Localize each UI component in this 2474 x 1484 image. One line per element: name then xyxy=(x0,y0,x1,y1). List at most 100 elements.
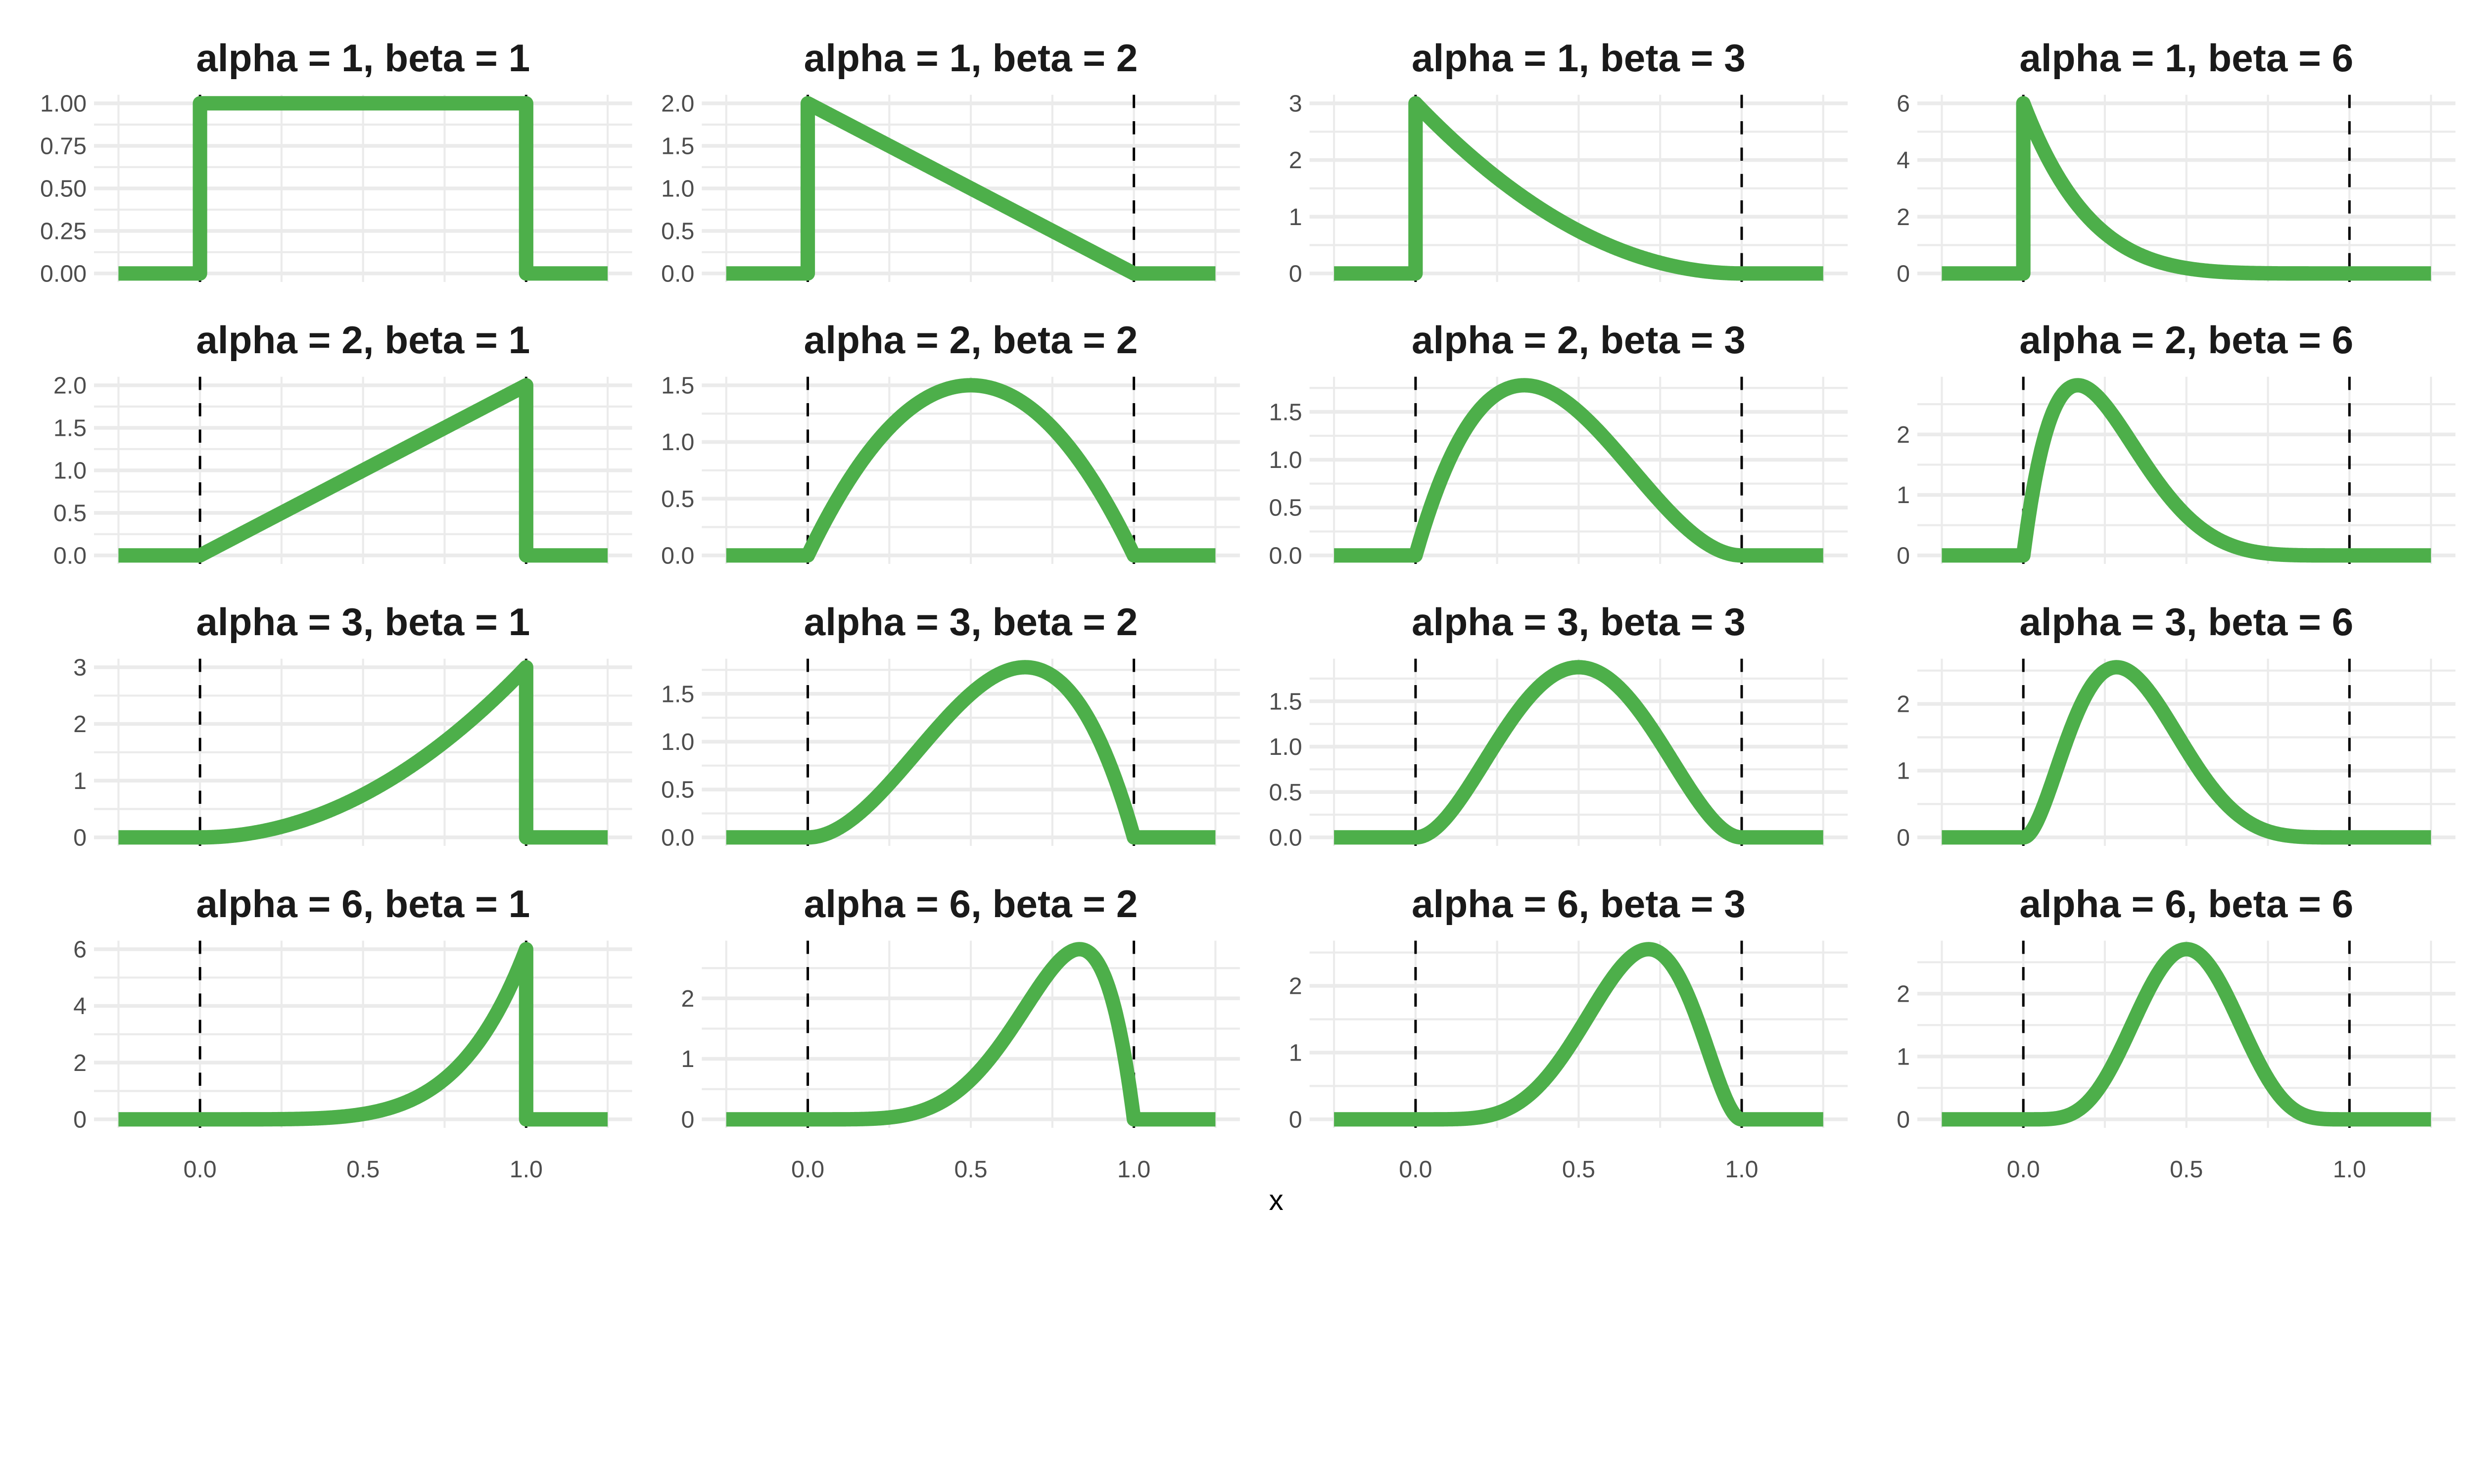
y-tick-label: 0.0 xyxy=(661,260,694,287)
facet-title: alpha = 6, beta = 6 xyxy=(2019,882,2353,926)
facet-panel: 0.00 0.25 0.50 0.75 1.00 alpha = 1, beta = 1 xyxy=(40,36,632,287)
y-tick-label: 1.00 xyxy=(40,91,87,117)
facet-panel: 0.0 0.5 1.0 1.5 alpha = 3, beta = 2 xyxy=(661,600,1240,851)
facet-panel: 0 2 4 6 alpha = 1, beta = 6 xyxy=(1897,36,2456,287)
facet-title: alpha = 1, beta = 1 xyxy=(196,36,530,80)
y-tick-label: 1 xyxy=(1897,482,1910,509)
y-tick-label: 0.5 xyxy=(661,486,694,512)
y-tick-label: 1.5 xyxy=(661,133,694,160)
y-tick-label: 0.0 xyxy=(661,542,694,569)
x-tick-label: 1.0 xyxy=(510,1156,543,1183)
y-tick-label: 0 xyxy=(73,824,87,851)
y-tick-label: 4 xyxy=(73,993,87,1020)
y-tick-label: 1 xyxy=(1897,758,1910,785)
density-curve xyxy=(1328,96,1830,281)
y-tick-label: 0.50 xyxy=(40,176,87,202)
y-tick-label: 0.5 xyxy=(1269,779,1302,806)
y-tick-label: 1.5 xyxy=(53,415,87,442)
y-tick-label: 6 xyxy=(73,936,87,963)
facet-panel: 0 1 2 alpha = 6, beta = 6 0.0 0.5 1.0 xyxy=(1897,882,2456,1183)
y-tick-label: 3 xyxy=(1289,91,1302,117)
y-tick-label: 2 xyxy=(73,1050,87,1076)
density-curve xyxy=(1935,96,2437,281)
facet-panel: 0 1 2 alpha = 2, beta = 6 xyxy=(1897,318,2456,569)
facet-panel: 0 1 2 alpha = 3, beta = 6 xyxy=(1897,600,2456,851)
y-tick-label: 2.0 xyxy=(53,372,87,399)
density-curve xyxy=(1935,942,2437,1127)
y-tick-label: 2.0 xyxy=(661,91,694,117)
y-tick-label: 1.5 xyxy=(661,681,694,707)
facet-title: alpha = 3, beta = 6 xyxy=(2019,600,2353,644)
facet-title: alpha = 6, beta = 2 xyxy=(804,882,1138,926)
facet-title: alpha = 3, beta = 2 xyxy=(804,600,1138,644)
y-tick-label: 1.0 xyxy=(661,429,694,456)
y-tick-label: 1.5 xyxy=(1269,399,1302,425)
y-tick-label: 2 xyxy=(1897,421,1910,448)
y-tick-label: 0 xyxy=(1897,260,1910,287)
y-tick-label: 1.5 xyxy=(1269,688,1302,715)
y-tick-label: 2 xyxy=(1289,973,1302,1000)
density-curve xyxy=(112,660,614,845)
y-tick-label: 0 xyxy=(73,1106,87,1133)
x-tick-label: 0.0 xyxy=(2007,1156,2040,1183)
y-tick-label: 1 xyxy=(1289,204,1302,231)
y-tick-label: 1.0 xyxy=(1269,734,1302,760)
x-tick-label: 0.5 xyxy=(1562,1156,1595,1183)
y-tick-label: 1.0 xyxy=(1269,447,1302,473)
y-tick-label: 2 xyxy=(681,985,694,1012)
facet-panel: 0.0 0.5 1.0 1.5 alpha = 2, beta = 2 xyxy=(661,318,1240,569)
y-tick-label: 1.5 xyxy=(661,372,694,399)
facet-panel: 0.0 0.5 1.0 1.5 2.0 alpha = 1, beta = 2 xyxy=(661,36,1240,287)
y-tick-label: 0.0 xyxy=(661,824,694,851)
y-tick-label: 1 xyxy=(1897,1043,1910,1070)
y-tick-label: 2 xyxy=(1897,980,1910,1007)
y-tick-label: 1 xyxy=(1289,1040,1302,1067)
x-tick-label: 1.0 xyxy=(1725,1156,1758,1183)
y-tick-label: 1.0 xyxy=(53,458,87,484)
y-tick-label: 0.5 xyxy=(661,777,694,803)
x-tick-label: 0.5 xyxy=(2170,1156,2203,1183)
density-curve xyxy=(719,942,1222,1127)
facet-panel: 0 1 2 alpha = 6, beta = 3 0.0 0.5 1.0 xyxy=(1289,882,1848,1183)
y-tick-label: 0 xyxy=(1289,1106,1302,1133)
x-tick-label: 0.5 xyxy=(954,1156,987,1183)
facet-title: alpha = 3, beta = 1 xyxy=(196,600,530,644)
facet-title: alpha = 1, beta = 3 xyxy=(1412,36,1746,80)
y-tick-label: 0 xyxy=(1897,1106,1910,1133)
y-tick-label: 0 xyxy=(681,1106,694,1133)
y-tick-label: 0.25 xyxy=(40,218,87,244)
density-curve xyxy=(1328,378,1830,563)
x-tick-label: 0.0 xyxy=(791,1156,824,1183)
density-curve xyxy=(719,96,1222,281)
facet-title: alpha = 2, beta = 6 xyxy=(2019,318,2353,362)
facet-title: alpha = 2, beta = 1 xyxy=(196,318,530,362)
y-tick-label: 0.0 xyxy=(53,542,87,569)
y-tick-label: 2 xyxy=(1897,691,1910,718)
facet-panel: 0.0 0.5 1.0 1.5 alpha = 3, beta = 3 xyxy=(1269,600,1848,851)
density-curve xyxy=(719,378,1222,563)
y-tick-label: 0.5 xyxy=(53,500,87,526)
x-tick-label: 1.0 xyxy=(2333,1156,2366,1183)
x-tick-label: 1.0 xyxy=(1117,1156,1150,1183)
x-axis-label: x xyxy=(1269,1184,1284,1216)
facet-panel: 0 1 2 alpha = 6, beta = 2 0.0 0.5 1.0 xyxy=(681,882,1240,1183)
y-tick-label: 1.0 xyxy=(661,176,694,202)
y-tick-label: 2 xyxy=(73,711,87,738)
y-tick-label: 0.5 xyxy=(661,218,694,244)
density-curve xyxy=(112,378,614,563)
y-tick-label: 3 xyxy=(73,654,87,681)
facet-panel: 0 1 2 3 alpha = 3, beta = 1 xyxy=(73,600,632,851)
x-tick-label: 0.0 xyxy=(1399,1156,1432,1183)
y-tick-label: 2 xyxy=(1289,147,1302,174)
y-tick-label: 2 xyxy=(1897,204,1910,231)
facet-panel: 0 2 4 6 alpha = 6, beta = 1 0.0 0.5 1.0 xyxy=(73,882,632,1183)
facet-panel: 0.0 0.5 1.0 1.5 2.0 alpha = 2, beta = 1 xyxy=(53,318,632,569)
y-tick-label: 0.75 xyxy=(40,133,87,160)
y-tick-label: 0.00 xyxy=(40,260,87,287)
y-tick-label: 0 xyxy=(1897,542,1910,569)
y-tick-label: 1 xyxy=(681,1046,694,1072)
density-curve xyxy=(1328,660,1830,845)
facet-title: alpha = 2, beta = 3 xyxy=(1412,318,1746,362)
y-tick-label: 1.0 xyxy=(661,729,694,755)
